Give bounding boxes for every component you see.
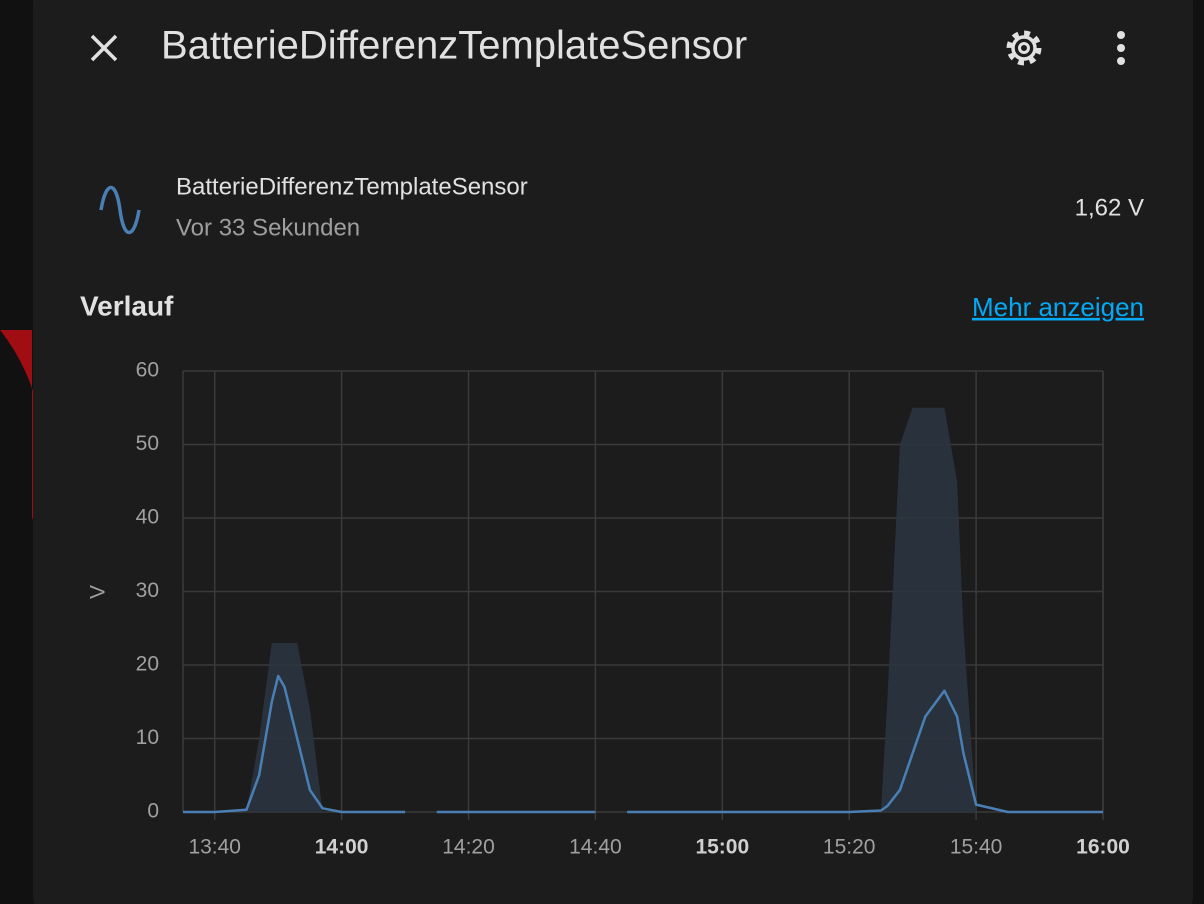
x-tick-label: 14:40 [569,836,622,859]
y-tick-label: 10 [136,726,159,749]
history-heading: Verlauf [80,290,174,321]
menu-dot [1117,31,1125,39]
background-shape [0,330,44,520]
menu-button[interactable] [1117,31,1125,65]
x-tick-label: 16:00 [1076,836,1130,859]
y-tick-label: 0 [147,800,159,823]
gear-icon [1011,35,1037,61]
x-tick-label: 15:20 [823,836,876,859]
x-tick-label: 14:00 [315,836,369,859]
y-tick-label: 40 [136,506,159,529]
y-axis-label: V [87,585,110,599]
x-tick-label: 14:20 [442,836,495,859]
dialog [33,0,1193,904]
line [183,674,1103,814]
y-tick-label: 50 [136,432,159,455]
gear-teeth [1006,30,1042,66]
dialog-title: BatterieDifferenzTemplateSensor [161,24,747,68]
entity-name: BatterieDifferenzTemplateSensor [176,173,528,200]
x-tick-label: 15:40 [950,836,1003,859]
x-tick-label: 15:00 [695,836,749,859]
entity-last-changed: Vor 33 Sekunden [176,214,360,241]
range-area [183,407,1103,812]
menu-dot [1117,57,1125,65]
y-tick-label: 60 [136,359,159,382]
close-button[interactable] [90,34,118,62]
entity-icon [99,186,141,234]
gear-hub [1018,42,1030,54]
close-icon [90,34,118,62]
more-link[interactable]: Mehr anzeigen [972,292,1144,322]
y-tick-label: 20 [136,653,159,676]
entity-state: 1,62 V [1075,194,1144,221]
x-tick-label: 13:40 [188,836,241,859]
menu-dot [1117,44,1125,52]
settings-button[interactable] [1006,30,1042,66]
y-tick-label: 30 [136,579,159,602]
